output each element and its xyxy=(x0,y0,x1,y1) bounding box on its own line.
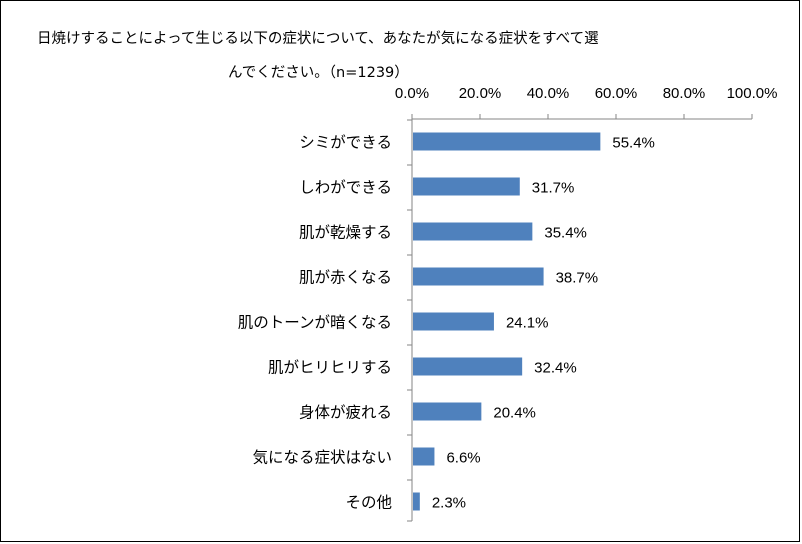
x-tick-label: 0.0% xyxy=(395,85,429,102)
x-tick-label: 100.0% xyxy=(727,85,778,102)
bar xyxy=(413,267,544,286)
data-label: 24.1% xyxy=(506,315,549,332)
data-label: 38.7% xyxy=(556,270,599,287)
data-label: 32.4% xyxy=(534,360,577,377)
x-tick-label: 20.0% xyxy=(459,85,502,102)
category-label: 気になる症状はない xyxy=(252,449,392,467)
bar xyxy=(413,357,523,376)
category-label: しわができる xyxy=(299,179,392,197)
data-label: 31.7% xyxy=(532,180,575,197)
chart-title-line-2: んでください。（n=1239） xyxy=(228,65,409,81)
x-tick-label: 60.0% xyxy=(595,85,638,102)
data-label: 20.4% xyxy=(493,405,536,422)
category-label: 肌のトーンが暗くなる xyxy=(238,314,392,332)
category-label: 肌がヒリヒリする xyxy=(268,359,392,377)
data-label: 6.6% xyxy=(446,450,480,467)
bar xyxy=(413,132,601,151)
category-label: シミができる xyxy=(299,134,392,152)
category-label: 肌が乾燥する xyxy=(299,224,392,242)
bar xyxy=(413,222,533,241)
chart-title-line-1: 日焼けすることによって生じる以下の症状について、あなたが気になる症状をすべて選 xyxy=(37,31,599,47)
category-label: 肌が赤くなる xyxy=(299,269,392,287)
data-label: 35.4% xyxy=(544,225,587,242)
category-label: その他 xyxy=(345,494,392,512)
bar xyxy=(413,447,435,466)
x-tick-label: 40.0% xyxy=(527,85,570,102)
bar xyxy=(413,492,420,511)
bar xyxy=(413,312,494,331)
data-label: 2.3% xyxy=(432,495,466,512)
bar xyxy=(413,177,520,196)
category-label: 身体が疲れる xyxy=(299,404,392,422)
data-label: 55.4% xyxy=(612,135,655,152)
x-tick-label: 80.0% xyxy=(663,85,706,102)
bar xyxy=(413,402,482,421)
